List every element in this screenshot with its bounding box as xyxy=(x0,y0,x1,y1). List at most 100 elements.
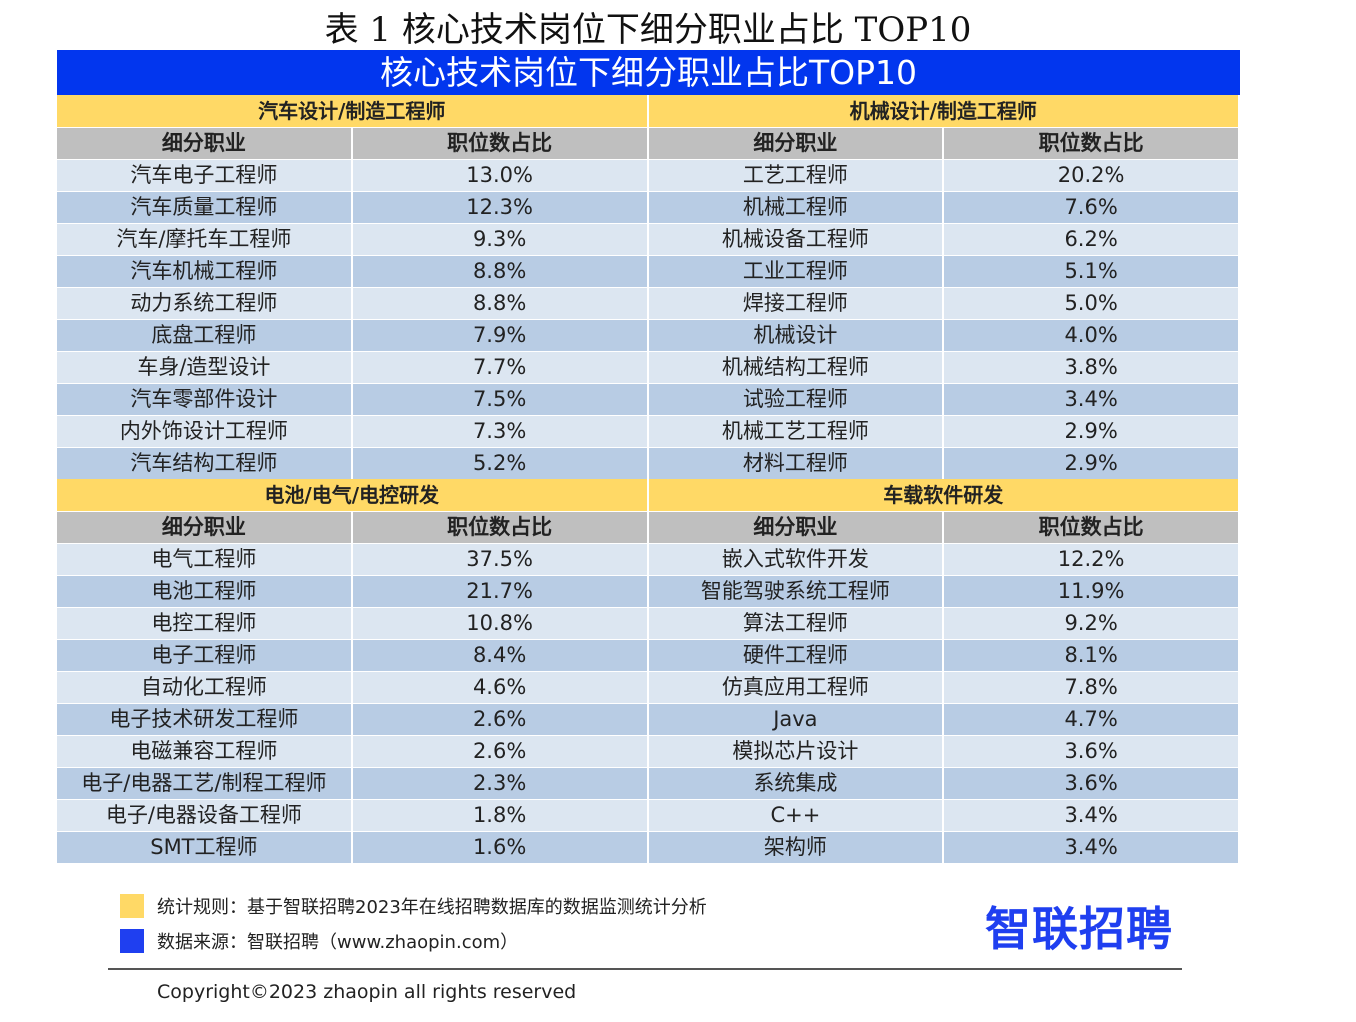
occupation-cell: 机械设计 xyxy=(648,320,945,351)
share-cell: 2.6% xyxy=(352,736,649,767)
legend-text: 数据来源：智联招聘（www.zhaopin.com） xyxy=(157,932,519,953)
occupation-cell: 算法工程师 xyxy=(648,608,945,639)
occupation-cell: 智能驾驶系统工程师 xyxy=(648,576,945,607)
share-cell: 8.8% xyxy=(352,288,649,319)
occupation-cell: 系统集成 xyxy=(648,768,945,799)
occupation-cell: 电气工程师 xyxy=(57,544,353,575)
share-cell: 9.3% xyxy=(352,224,649,255)
share-cell: 10.8% xyxy=(352,608,649,639)
data-table: 核心技术岗位下细分职业占比TOP10 汽车设计/制造工程师 机械设计/制造工程师细… xyxy=(57,50,1240,863)
occupation-cell: 试验工程师 xyxy=(648,384,945,415)
share-cell: 5.1% xyxy=(944,256,1240,287)
column-header: 职位数占比 xyxy=(944,128,1240,159)
occupation-cell: 电子技术研发工程师 xyxy=(57,704,353,735)
share-cell: 3.6% xyxy=(944,736,1240,767)
legend-text: 统计规则：基于智联招聘2023年在线招聘数据库的数据监测统计分析 xyxy=(157,897,707,918)
occupation-cell: C++ xyxy=(648,800,945,831)
occupation-cell: Java xyxy=(648,704,945,735)
table-row: 汽车机械工程师 8.8% 工业工程师 5.1% xyxy=(57,255,1240,287)
occupation-cell: 机械设备工程师 xyxy=(648,224,945,255)
table-row: 汽车结构工程师 5.2% 材料工程师 2.9% xyxy=(57,447,1240,479)
share-cell: 5.0% xyxy=(944,288,1240,319)
column-header-row: 细分职业 职位数占比 细分职业 职位数占比 xyxy=(57,511,1240,543)
occupation-cell: 硬件工程师 xyxy=(648,640,945,671)
share-cell: 1.6% xyxy=(352,832,649,863)
occupation-cell: 机械结构工程师 xyxy=(648,352,945,383)
occupation-cell: 机械工程师 xyxy=(648,192,945,223)
share-cell: 8.4% xyxy=(352,640,649,671)
table-row: 电控工程师 10.8% 算法工程师 9.2% xyxy=(57,607,1240,639)
share-cell: 2.6% xyxy=(352,704,649,735)
share-cell: 7.8% xyxy=(944,672,1240,703)
share-cell: 3.4% xyxy=(944,800,1240,831)
table-row: 电子/电器设备工程师 1.8% C++ 3.4% xyxy=(57,799,1240,831)
table-row: 汽车零部件设计 7.5% 试验工程师 3.4% xyxy=(57,383,1240,415)
occupation-cell: 汽车机械工程师 xyxy=(57,256,353,287)
legend-rule: 统计规则：基于智联招聘2023年在线招聘数据库的数据监测统计分析 xyxy=(120,893,707,919)
zhaopin-logo: 智联招聘 xyxy=(985,902,1173,956)
share-cell: 3.6% xyxy=(944,768,1240,799)
table-row: 动力系统工程师 8.8% 焊接工程师 5.0% xyxy=(57,287,1240,319)
share-cell: 7.7% xyxy=(352,352,649,383)
share-cell: 12.2% xyxy=(944,544,1240,575)
section-title: 汽车设计/制造工程师 xyxy=(57,95,649,127)
occupation-cell: 电子/电器设备工程师 xyxy=(57,800,353,831)
share-cell: 2.9% xyxy=(944,416,1240,447)
share-cell: 11.9% xyxy=(944,576,1240,607)
section-title: 车载软件研发 xyxy=(648,479,1240,511)
legend-swatch-yellow xyxy=(120,894,144,918)
share-cell: 7.5% xyxy=(352,384,649,415)
occupation-cell: 汽车零部件设计 xyxy=(57,384,353,415)
copyright: Copyright©2023 zhaopin all rights reserv… xyxy=(157,981,577,1003)
table-row: 车身/造型设计 7.7% 机械结构工程师 3.8% xyxy=(57,351,1240,383)
occupation-cell: 汽车质量工程师 xyxy=(57,192,353,223)
occupation-cell: 电子/电器工艺/制程工程师 xyxy=(57,768,353,799)
table-row: 电子工程师 8.4% 硬件工程师 8.1% xyxy=(57,639,1240,671)
occupation-cell: 材料工程师 xyxy=(648,448,945,479)
share-cell: 12.3% xyxy=(352,192,649,223)
section-header-row: 汽车设计/制造工程师 机械设计/制造工程师 xyxy=(57,95,1240,127)
occupation-cell: 电磁兼容工程师 xyxy=(57,736,353,767)
share-cell: 3.8% xyxy=(944,352,1240,383)
occupation-cell: 车身/造型设计 xyxy=(57,352,353,383)
occupation-cell: 内外饰设计工程师 xyxy=(57,416,353,447)
column-header: 职位数占比 xyxy=(352,512,649,543)
table-row: 汽车质量工程师 12.3% 机械工程师 7.6% xyxy=(57,191,1240,223)
share-cell: 6.2% xyxy=(944,224,1240,255)
occupation-cell: 汽车结构工程师 xyxy=(57,448,353,479)
occupation-cell: 焊接工程师 xyxy=(648,288,945,319)
occupation-cell: 汽车/摩托车工程师 xyxy=(57,224,353,255)
column-header: 细分职业 xyxy=(57,128,353,159)
occupation-cell: 嵌入式软件开发 xyxy=(648,544,945,575)
share-cell: 7.9% xyxy=(352,320,649,351)
column-header: 职位数占比 xyxy=(352,128,649,159)
legend-source: 数据来源：智联招聘（www.zhaopin.com） xyxy=(120,928,518,954)
share-cell: 2.9% xyxy=(944,448,1240,479)
occupation-cell: 工业工程师 xyxy=(648,256,945,287)
occupation-cell: 电子工程师 xyxy=(57,640,353,671)
share-cell: 8.1% xyxy=(944,640,1240,671)
share-cell: 21.7% xyxy=(352,576,649,607)
table-row: SMT工程师 1.6% 架构师 3.4% xyxy=(57,831,1240,863)
occupation-cell: 机械工艺工程师 xyxy=(648,416,945,447)
share-cell: 37.5% xyxy=(352,544,649,575)
share-cell: 4.7% xyxy=(944,704,1240,735)
occupation-cell: 工艺工程师 xyxy=(648,160,945,191)
share-cell: 3.4% xyxy=(944,384,1240,415)
divider xyxy=(108,968,1182,970)
table-banner: 核心技术岗位下细分职业占比TOP10 xyxy=(57,50,1240,95)
occupation-cell: 仿真应用工程师 xyxy=(648,672,945,703)
occupation-cell: 电控工程师 xyxy=(57,608,353,639)
column-header: 细分职业 xyxy=(648,512,945,543)
share-cell: 1.8% xyxy=(352,800,649,831)
occupation-cell: 底盘工程师 xyxy=(57,320,353,351)
share-cell: 5.2% xyxy=(352,448,649,479)
share-cell: 2.3% xyxy=(352,768,649,799)
occupation-cell: 电池工程师 xyxy=(57,576,353,607)
share-cell: 20.2% xyxy=(944,160,1240,191)
share-cell: 4.0% xyxy=(944,320,1240,351)
occupation-cell: 架构师 xyxy=(648,832,945,863)
share-cell: 3.4% xyxy=(944,832,1240,863)
table-row: 汽车电子工程师 13.0% 工艺工程师 20.2% xyxy=(57,159,1240,191)
table-row: 内外饰设计工程师 7.3% 机械工艺工程师 2.9% xyxy=(57,415,1240,447)
